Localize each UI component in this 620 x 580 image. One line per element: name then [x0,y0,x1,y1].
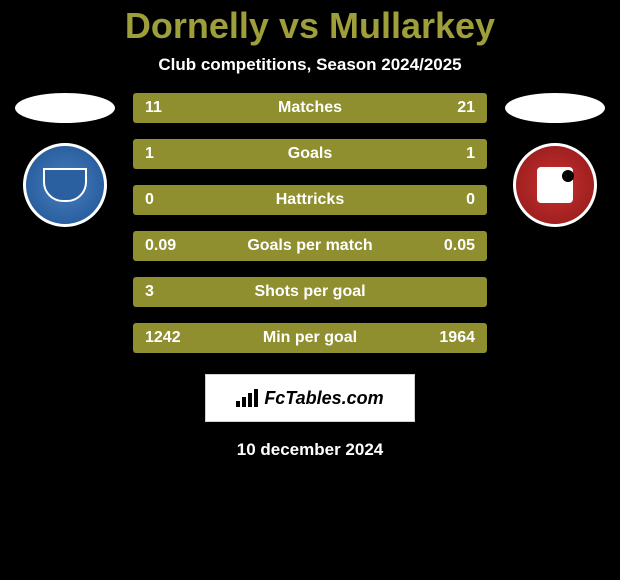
brand-badge[interactable]: FcTables.com [205,374,415,422]
stat-value-left: 0 [145,191,195,209]
stat-label: Hattricks [195,191,425,209]
right-side [495,93,615,227]
stat-value-right: 0.05 [425,237,475,255]
stat-row: 0 Hattricks 0 [133,185,487,215]
player-photo-placeholder-right [505,93,605,123]
stat-label: Goals [195,145,425,163]
stat-value-left: 1 [145,145,195,163]
comparison-card: Dornelly vs Mullarkey Club competitions,… [0,0,620,460]
page-title: Dornelly vs Mullarkey [0,5,620,47]
footer-date: 10 december 2024 [0,440,620,460]
stat-label: Min per goal [195,329,425,347]
stat-value-left: 0.09 [145,237,195,255]
stat-value-right: 0 [425,191,475,209]
stat-label: Goals per match [195,237,425,255]
left-side [5,93,125,227]
stat-row: 1242 Min per goal 1964 [133,323,487,353]
stat-value-left: 11 [145,99,195,117]
stat-label: Matches [195,99,425,117]
stat-label: Shots per goal [195,283,425,301]
fctables-logo-icon [236,389,258,407]
stat-row: 11 Matches 21 [133,93,487,123]
page-subtitle: Club competitions, Season 2024/2025 [0,55,620,75]
stat-value-left: 3 [145,283,195,301]
stat-row: 3 Shots per goal [133,277,487,307]
player-photo-placeholder-left [15,93,115,123]
team-crest-left-icon [23,143,107,227]
stat-value-left: 1242 [145,329,195,347]
stat-value-right: 1 [425,145,475,163]
stat-value-right: 1964 [425,329,475,347]
stats-column: 11 Matches 21 1 Goals 1 0 Hattricks 0 0.… [125,93,495,369]
stat-row: 0.09 Goals per match 0.05 [133,231,487,261]
team-crest-right-icon [513,143,597,227]
brand-text: FcTables.com [264,388,383,409]
stat-row: 1 Goals 1 [133,139,487,169]
main-content: 11 Matches 21 1 Goals 1 0 Hattricks 0 0.… [0,93,620,369]
stat-value-right: 21 [425,99,475,117]
